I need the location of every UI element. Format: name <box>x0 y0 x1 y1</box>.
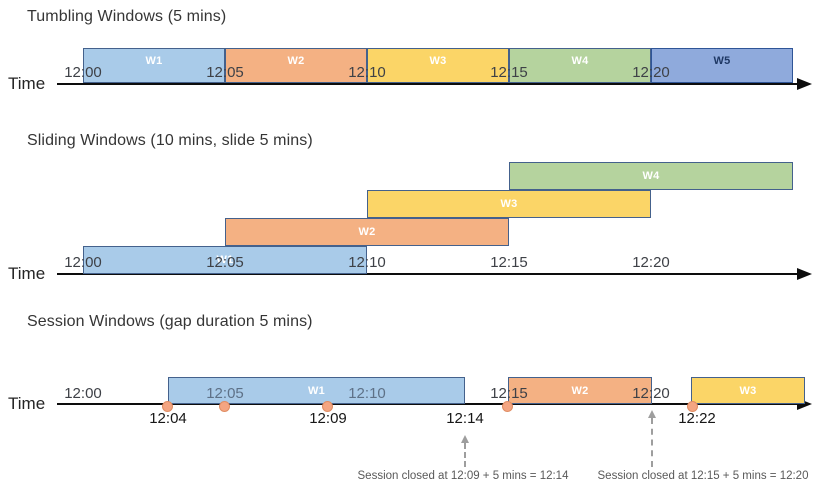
session-section-title: Session Windows (gap duration 5 mins) <box>27 313 313 330</box>
window-label: W2 <box>287 55 305 67</box>
window-label: W3 <box>739 384 757 397</box>
dashed-up-arrow-icon <box>459 435 471 467</box>
sliding-window-w1: W1 <box>83 246 367 274</box>
sliding-tick-1200: 12:00 <box>64 254 102 271</box>
tumbling-axis-arrowhead-icon <box>797 78 812 90</box>
session-time-axis-label: Time <box>8 394 46 413</box>
event-dot-1222 <box>687 401 698 412</box>
session-closed-annotation-1: Session closed at 12:09 + 5 mins = 12:14 <box>357 470 569 482</box>
window-label: W4 <box>571 55 589 67</box>
event-dot-1215 <box>502 401 513 412</box>
session-tick-1200: 12:00 <box>64 385 102 402</box>
tumbling-tick-1205: 12:05 <box>206 64 244 81</box>
event-dot-1209 <box>322 401 333 412</box>
tumbling-window-w1: W1 <box>83 48 225 83</box>
tumbling-time-axis <box>57 83 798 85</box>
sliding-window-w3: W3 <box>367 190 651 218</box>
sliding-tick-1205: 12:05 <box>206 254 244 271</box>
tumbling-section-title: Tumbling Windows (5 mins) <box>27 8 227 25</box>
tumbling-window-w2: W2 <box>225 48 367 83</box>
tumbling-tick-1200: 12:00 <box>64 64 102 81</box>
event-time-1204: 12:04 <box>149 410 187 427</box>
window-label: W3 <box>429 55 447 67</box>
sliding-window-w4: W4 <box>509 162 793 190</box>
window-label: W5 <box>713 55 731 67</box>
session-tick-1220: 12:20 <box>632 385 670 402</box>
tumbling-window-w3: W3 <box>367 48 509 83</box>
tumbling-tick-1210: 12:10 <box>348 64 386 81</box>
session-window-w1: W1 <box>168 377 465 404</box>
tumbling-tick-1215: 12:15 <box>490 64 528 81</box>
sliding-tick-1215: 12:15 <box>490 254 528 271</box>
window-label: W2 <box>571 384 589 397</box>
tumbling-window-w5: W5 <box>651 48 793 83</box>
tumbling-time-axis-label: Time <box>8 74 46 93</box>
sliding-axis-arrowhead-icon <box>797 268 812 280</box>
sliding-tick-1210: 12:10 <box>348 254 386 271</box>
session-tick-1205: 12:05 <box>206 385 244 402</box>
tumbling-tick-1220: 12:20 <box>632 64 670 81</box>
session-tick-1210: 12:10 <box>348 385 386 402</box>
session-tick-1215: 12:15 <box>490 385 528 402</box>
window-label: W1 <box>216 254 234 266</box>
event-dot-1205 <box>219 401 230 412</box>
tumbling-window-w4: W4 <box>509 48 651 83</box>
dashed-up-arrow-icon <box>646 410 658 467</box>
event-time-1222: 12:22 <box>678 410 716 427</box>
session-window-w3: W3 <box>691 377 805 404</box>
sliding-time-axis-label: Time <box>8 264 46 283</box>
session-closed-annotation-2: Session closed at 12:15 + 5 mins = 12:20 <box>597 470 809 482</box>
session-window-w2: W2 <box>508 377 652 404</box>
window-label: W3 <box>500 198 518 210</box>
window-label: W4 <box>642 170 660 182</box>
sliding-tick-1220: 12:20 <box>632 254 670 271</box>
session-time-axis <box>57 403 798 405</box>
event-dot-1204 <box>162 401 173 412</box>
sliding-window-w2: W2 <box>225 218 509 246</box>
window-label: W1 <box>145 55 163 67</box>
sliding-time-axis <box>57 273 798 275</box>
sliding-section-title: Sliding Windows (10 mins, slide 5 mins) <box>27 132 313 149</box>
window-label: W1 <box>308 384 325 397</box>
event-time-1209: 12:09 <box>309 410 347 427</box>
window-label: W2 <box>358 226 376 238</box>
event-time-1214: 12:14 <box>446 410 484 427</box>
